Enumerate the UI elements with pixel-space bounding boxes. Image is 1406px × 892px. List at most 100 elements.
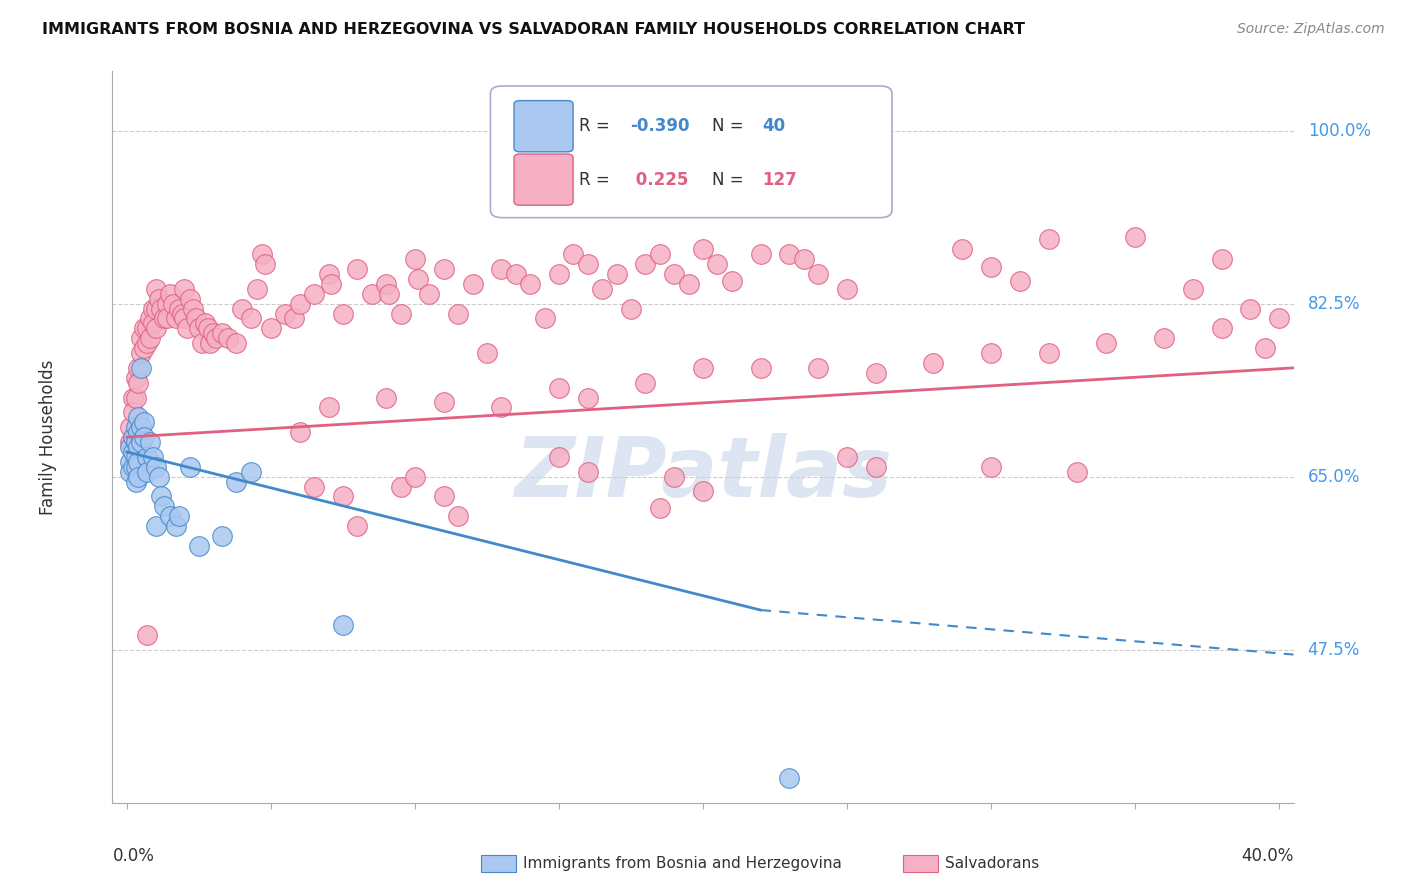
Point [179, 292, 201, 306]
Point [197, 321, 219, 335]
Point [127, 440, 149, 454]
Point [378, 286, 401, 301]
Point [692, 484, 714, 499]
Point [634, 257, 657, 271]
Text: IMMIGRANTS FROM BOSNIA AND HERZEGOVINA VS SALVADORAN FAMILY HOUSEHOLDS CORRELATI: IMMIGRANTS FROM BOSNIA AND HERZEGOVINA V… [42, 22, 1025, 37]
Point [156, 311, 179, 326]
Point [980, 346, 1002, 360]
Point [288, 296, 311, 310]
Point [288, 425, 311, 439]
Point [239, 311, 262, 326]
Point [1066, 465, 1088, 479]
Point [153, 311, 176, 326]
Point [980, 260, 1002, 274]
Point [118, 465, 141, 479]
Point [254, 257, 277, 271]
FancyBboxPatch shape [515, 101, 574, 152]
Point [922, 356, 945, 370]
Point [332, 489, 354, 503]
Point [360, 286, 382, 301]
Point [447, 306, 470, 320]
Point [778, 247, 800, 261]
Text: 65.0%: 65.0% [1308, 467, 1360, 485]
Point [136, 465, 159, 479]
Point [1008, 274, 1031, 288]
Point [591, 282, 613, 296]
Point [148, 292, 170, 306]
Point [678, 277, 700, 291]
Point [162, 296, 184, 310]
Point [749, 247, 772, 261]
Point [283, 311, 305, 326]
Text: 47.5%: 47.5% [1308, 640, 1360, 658]
Point [205, 331, 228, 345]
Point [1038, 232, 1060, 246]
Point [562, 247, 585, 261]
Point [127, 455, 149, 469]
Text: N =: N = [713, 117, 749, 136]
Point [375, 391, 398, 405]
Point [576, 391, 599, 405]
Point [134, 415, 156, 429]
Point [664, 267, 686, 281]
Point [346, 519, 368, 533]
Point [950, 242, 973, 256]
Point [118, 435, 141, 450]
Point [548, 450, 571, 464]
Point [121, 405, 143, 419]
Point [194, 317, 217, 331]
Point [332, 618, 354, 632]
Text: Family Households: Family Households [38, 359, 56, 515]
Point [245, 282, 267, 296]
Point [447, 509, 470, 524]
Point [548, 381, 571, 395]
Point [200, 336, 222, 351]
Point [491, 262, 513, 277]
Point [191, 336, 214, 351]
Point [129, 435, 152, 450]
Point [165, 519, 187, 533]
Point [865, 459, 887, 474]
Point [145, 519, 167, 533]
Point [302, 479, 325, 493]
Point [260, 321, 283, 335]
Point [134, 321, 156, 335]
Point [179, 459, 201, 474]
Text: ZIPatlas: ZIPatlas [515, 434, 891, 514]
Point [1239, 301, 1261, 316]
Point [461, 277, 484, 291]
Point [225, 336, 247, 351]
Point [318, 401, 340, 415]
Point [620, 301, 643, 316]
Point [1095, 336, 1118, 351]
Point [118, 455, 141, 469]
Point [433, 395, 456, 409]
Text: R =: R = [579, 117, 614, 136]
Point [139, 435, 162, 450]
FancyBboxPatch shape [491, 86, 891, 218]
Point [184, 311, 207, 326]
Point [156, 296, 179, 310]
Point [170, 306, 193, 320]
Point [475, 346, 498, 360]
Point [404, 469, 426, 483]
Text: 100.0%: 100.0% [1308, 121, 1371, 140]
Point [173, 282, 195, 296]
Point [134, 430, 156, 444]
Point [519, 277, 541, 291]
Point [1153, 331, 1175, 345]
Point [835, 282, 858, 296]
Point [404, 252, 426, 267]
Point [127, 425, 149, 439]
Point [606, 267, 628, 281]
Point [225, 475, 247, 489]
Point [807, 267, 830, 281]
Point [139, 331, 162, 345]
Point [211, 529, 233, 543]
Text: 127: 127 [762, 170, 797, 188]
Point [389, 479, 412, 493]
Point [389, 306, 412, 320]
Point [118, 420, 141, 434]
Point [124, 420, 146, 434]
Point [129, 346, 152, 360]
